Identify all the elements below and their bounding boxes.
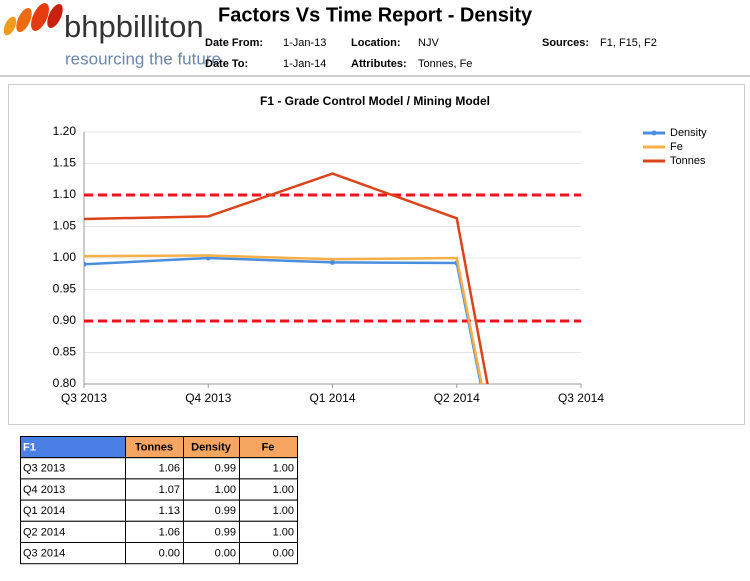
x-tick-label: Q1 2014	[309, 391, 355, 405]
table-cell-text: 1.00	[215, 484, 236, 496]
table-cell-text: 0.00	[159, 548, 180, 560]
table-cell-text: Q1 2014	[23, 505, 65, 517]
tagline: resourcing the future	[65, 49, 221, 68]
table-header-cell	[20, 436, 126, 459]
field-value: Tonnes, Fe	[418, 58, 472, 70]
table-cell-text: 1.06	[159, 526, 180, 538]
y-tick-label: 0.95	[53, 282, 77, 296]
x-tick-label: Q3 2014	[558, 391, 604, 405]
table-cell-text: Q3 2014	[23, 548, 65, 560]
table-cell-text: 1.07	[159, 484, 180, 496]
field-label: Location:	[351, 37, 401, 49]
y-tick-label: 1.10	[53, 187, 77, 201]
chart-frame	[8, 84, 745, 425]
table-cell	[239, 542, 298, 565]
series-line	[84, 254, 483, 384]
y-tick-label: 0.85	[53, 345, 77, 359]
field-label: Sources:	[542, 37, 589, 49]
legend-marker	[651, 130, 657, 136]
field-value: 1-Jan-14	[283, 58, 326, 70]
table-cell-text: Q4 2013	[23, 484, 65, 496]
report-title: Factors Vs Time Report - Density	[218, 4, 533, 26]
table-header: F1	[23, 442, 36, 454]
table-cell-text: 0.99	[215, 463, 236, 475]
series-line	[84, 172, 489, 384]
field-label: Attributes:	[351, 58, 407, 70]
table-cell-text: Q2 2014	[23, 526, 65, 538]
y-tick-label: 1.15	[53, 156, 77, 170]
table-header: Fe	[262, 442, 275, 454]
logo-text: bhpbilliton	[64, 9, 204, 44]
table-cell-text: 1.00	[273, 526, 294, 538]
table-cell-text: 1.00	[273, 505, 294, 517]
legend-label: Fe	[670, 141, 683, 153]
point-marker	[84, 261, 87, 267]
logo-icon	[3, 3, 63, 36]
chart-title: F1 - Grade Control Model / Mining Model	[260, 94, 490, 108]
y-tick-label: 1.00	[53, 250, 77, 264]
table-cell-text: 0.00	[215, 548, 236, 560]
field-value: NJV	[418, 37, 439, 49]
y-tick-label: 0.80	[53, 376, 77, 390]
table-header: Tonnes	[135, 442, 173, 454]
table-cell-text: 0.99	[215, 505, 236, 517]
table-header: Density	[191, 442, 232, 454]
field-label: Date From:	[205, 37, 263, 49]
table-cell-text: 1.00	[273, 484, 294, 496]
y-tick-label: 1.20	[53, 124, 77, 138]
point-marker	[330, 259, 335, 265]
plot-area	[84, 172, 581, 384]
legend-label: Density	[670, 127, 707, 139]
table-cell-text: 0.00	[273, 548, 294, 560]
table-cell-text: 1.00	[273, 463, 294, 475]
field-value: F1, F15, F2	[600, 37, 657, 49]
table-cell-text: 0.99	[215, 526, 236, 538]
y-tick-label: 1.05	[53, 219, 77, 233]
x-tick-label: Q3 2013	[61, 391, 107, 405]
table-cell-text: 1.06	[159, 463, 180, 475]
table-cell-text: Q3 2013	[23, 463, 65, 475]
field-label: Date To:	[205, 58, 248, 70]
x-tick-label: Q4 2013	[185, 391, 231, 405]
field-value: 1-Jan-13	[283, 37, 326, 49]
x-tick-label: Q2 2014	[434, 391, 480, 405]
legend-label: Tonnes	[670, 155, 706, 167]
table-cell-text: 1.13	[159, 505, 180, 517]
y-tick-label: 0.90	[53, 313, 77, 327]
